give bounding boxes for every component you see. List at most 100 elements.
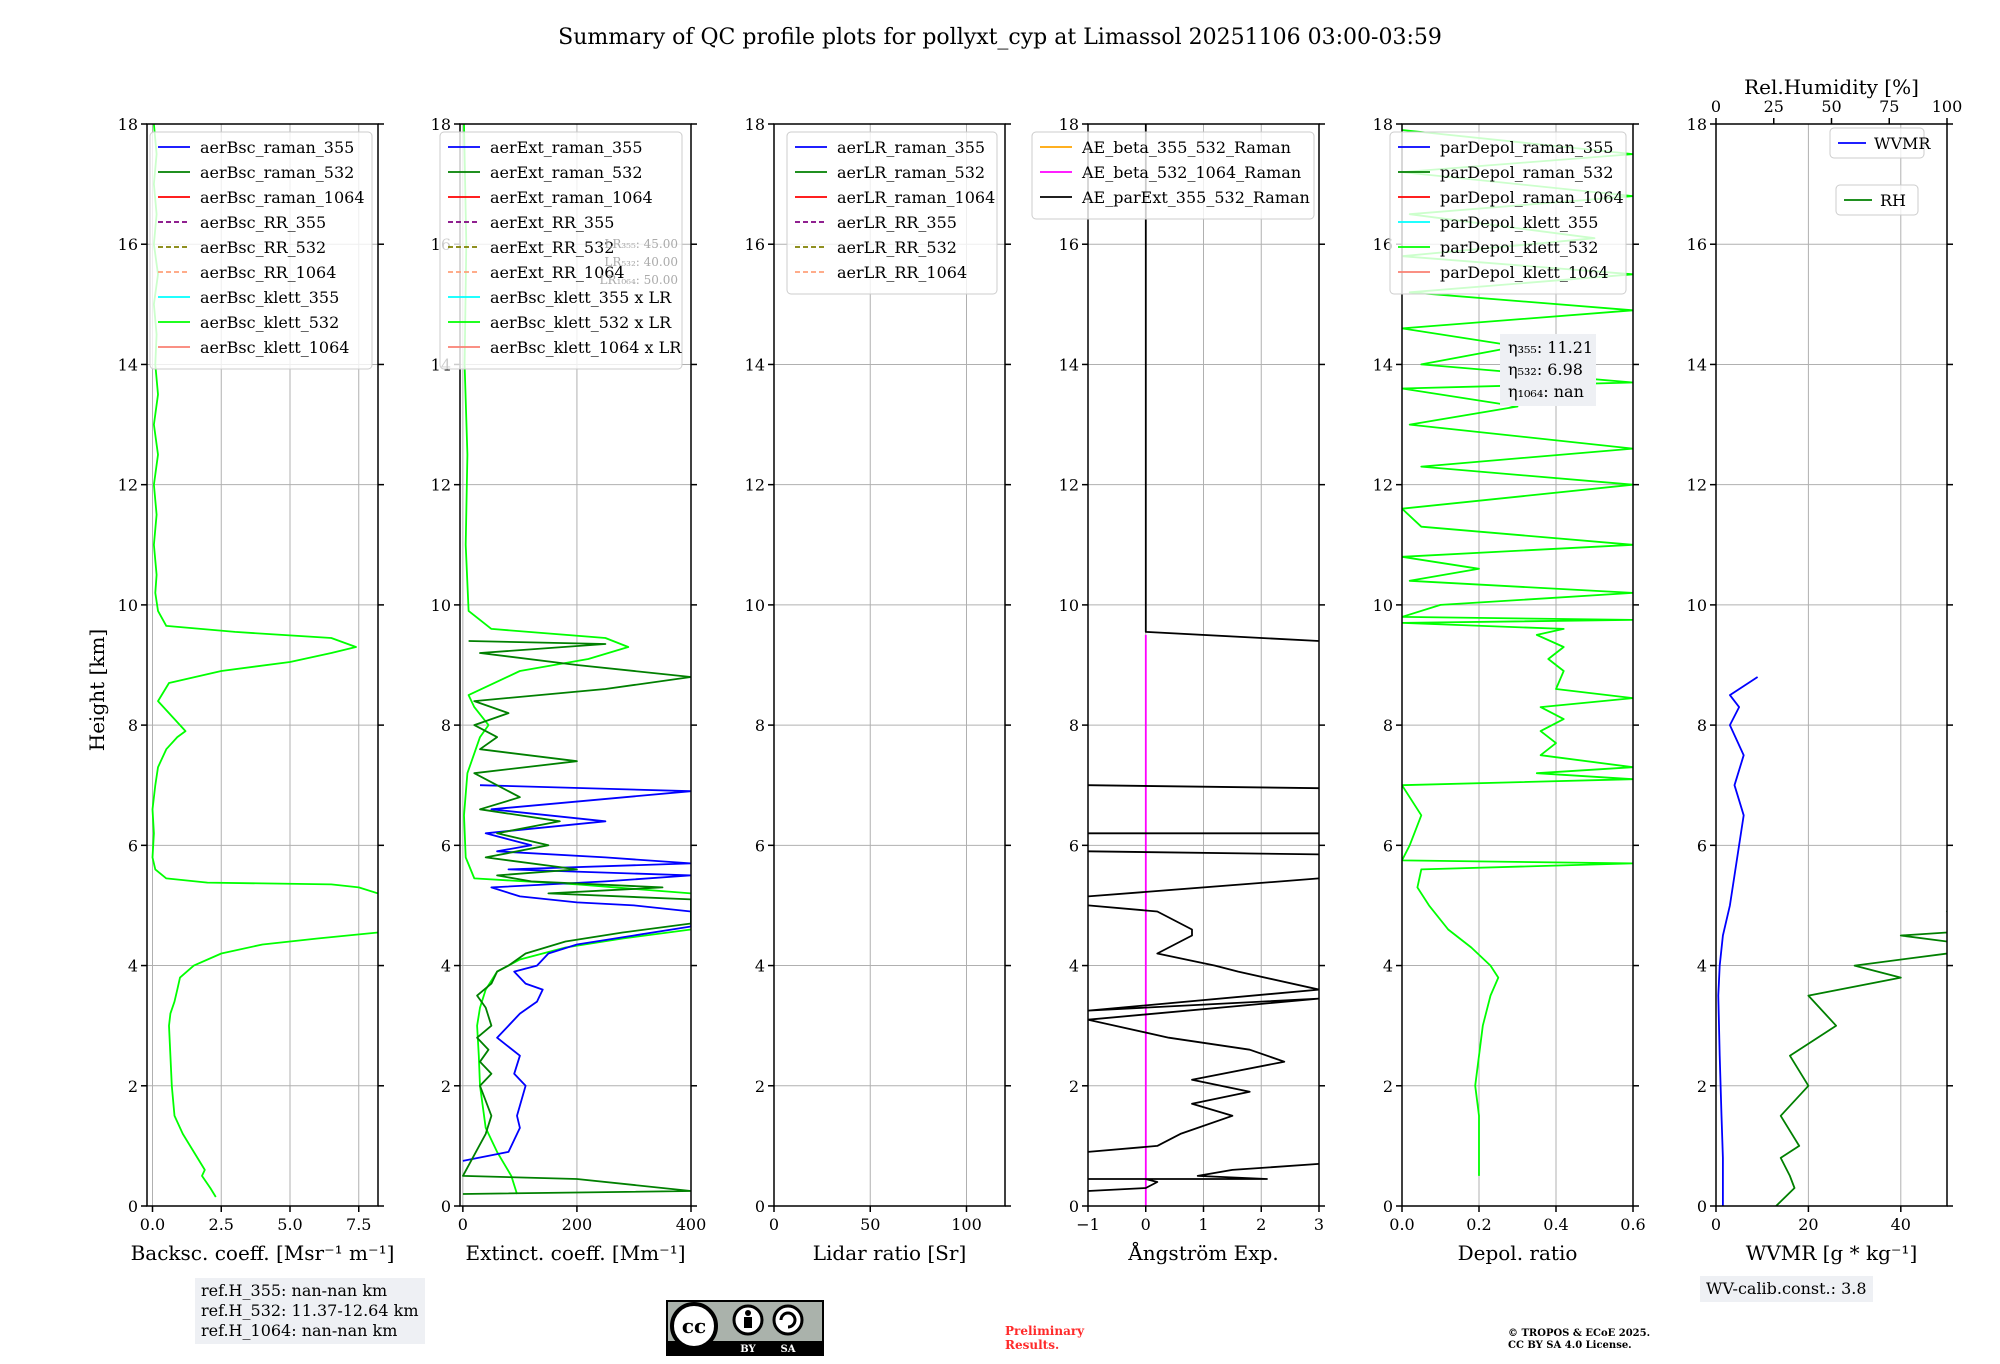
series-line-aerbsc-klett-532 [168,931,378,1198]
series-line-aerext-raman-532 [462,640,691,1195]
lidar-ratio-label: LR₁₀₆₄: 50.00 [600,273,678,287]
y-tick-label: 18 [1059,115,1079,134]
y-tick-label: 12 [431,476,451,495]
y-tick-label: 16 [118,235,138,254]
y-tick-label: 0 [128,1197,138,1216]
y-tick-label: 6 [1697,836,1707,855]
cc-license-badge: cc BY SA [666,1300,824,1356]
cc-icon [670,1302,718,1350]
y-tick-label: 16 [1687,235,1707,254]
y-tick-label: 18 [118,115,138,134]
y-tick-label: 10 [745,596,765,615]
preliminary-line-1: Preliminary [1005,1324,1085,1338]
legend-box [439,131,683,370]
legend-box [1389,131,1627,295]
legend-label: AE_beta_355_532_Raman [1081,138,1291,157]
y-tick-label: 2 [1697,1077,1707,1096]
x-tick-label: 2.5 [209,1215,234,1234]
series-line-rh [1775,910,1947,1206]
legend-label: aerBsc_klett_355 x LR [490,288,672,307]
y-tick-label: 4 [128,957,138,976]
y-tick-label: 12 [118,476,138,495]
legend-label: RH [1880,191,1906,210]
x-tick-label: 1 [1198,1215,1208,1234]
panel-depol: 0 2 4 6 8 10 12 14 16 18 0.0 0.2 0.4 0.6 Depol. ratio p… [1373,115,1646,1265]
x-tick-label: 100 [951,1215,982,1234]
y-tick-label: 14 [1059,355,1079,374]
y-tick-label: 6 [441,836,451,855]
top-x-tick-label: 50 [1821,97,1841,116]
x-axis-label: Ångström Exp. [1127,1240,1278,1265]
x-tick-label: 5.0 [277,1215,302,1234]
lidar-ratio-label: LR₅₃₂: 40.00 [604,255,678,269]
legend-label: aerLR_raman_355 [837,138,985,157]
series-line-ae-parext-355-532-raman-c [1088,877,1319,898]
legend-label: aerBsc_raman_1064 [200,188,365,207]
y-tick-label: 4 [441,957,451,976]
legend-label: aerBsc_raman_355 [200,138,354,157]
axes-frame [773,123,1006,1207]
x-tick-label: 200 [562,1215,593,1234]
y-tick-label: 0 [755,1197,765,1216]
legend-label: aerLR_RR_355 [837,213,957,232]
y-tick-label: 10 [1373,596,1393,615]
y-tick-label: 8 [755,716,765,735]
y-tick-label: 16 [745,235,765,254]
series-group [1402,129,1633,1176]
legend-label: aerExt_raman_355 [490,138,643,157]
preliminary-notice: Preliminary Results. [1005,1324,1084,1352]
y-tick-label: 0 [1069,1197,1079,1216]
x-axis-label: Backsc. coeff. [Msr⁻¹ m⁻¹] [131,1241,395,1265]
y-tick-label: 10 [118,596,138,615]
y-tick-label: 12 [1059,476,1079,495]
series-line-aerbsc-klett-532-x-lr [476,928,691,1195]
x-tick-label: 20 [1798,1215,1818,1234]
y-tick-label: 4 [1697,957,1707,976]
series-group [1717,676,1947,1206]
series-line-ae-parext-355-532-raman-d [1088,850,1319,856]
eta-label: η₃₅₅: 11.21 [1508,338,1593,357]
eta-label: η₁₀₆₄: nan [1508,382,1584,401]
y-tick-label: 8 [441,716,451,735]
y-tick-label: 16 [1373,235,1393,254]
x-tick-label: 0.4 [1543,1215,1568,1234]
y-tick-label: 6 [1069,836,1079,855]
series-line-pardepol-klett-532 [1402,129,1633,1176]
legend-label: parDepol_klett_1064 [1440,263,1609,282]
series-line-ae-parext-355-532-raman [1088,1163,1319,1192]
x-tick-label: 40 [1891,1215,1911,1234]
legend-label: aerBsc_klett_1064 x LR [490,338,682,357]
legend-label: aerBsc_klett_355 [200,288,339,307]
legend-label: WVMR [1874,134,1931,153]
x-axis-label: Lidar ratio [Sr] [813,1241,967,1265]
legend-label: aerLR_RR_532 [837,238,957,257]
y-tick-label: 0 [1383,1197,1393,1216]
legend-box [1829,127,1925,159]
y-tick-label: 2 [1383,1077,1393,1096]
y-tick-label: 8 [1383,716,1393,735]
y-tick-label: 6 [128,836,138,855]
legend-label: parDepol_klett_355 [1440,213,1598,232]
axes-frame [459,123,692,1207]
panel-bsc: 0 2 4 6 8 10 12 14 16 18 0.0 2.5 5.0 7.5 Backsc. coeff… [118,115,395,1265]
y-tick-label: 18 [431,115,451,134]
top-x-tick-label: 0 [1711,97,1721,116]
copyright-notice: © TROPOS & ECoE 2025. CC BY SA 4.0 Licen… [1508,1328,1650,1352]
top-x-tick-label: 75 [1879,97,1899,116]
info-line: ref.H_1064: nan-nan km [201,1321,398,1340]
series-line-wvmr [1717,676,1759,1206]
reference-height-box: ref.H_355: nan-nan km ref.H_532: 11.37-12… [195,1278,425,1344]
legend-box [149,131,373,370]
y-tick-label: 14 [118,355,138,374]
legend-label: aerLR_RR_1064 [837,263,967,282]
y-axis-label: Height [km] [85,629,109,751]
x-tick-label: 2 [1256,1215,1266,1234]
x-tick-label: 0 [769,1215,779,1234]
axes-frame [1087,123,1320,1207]
x-tick-label: 0.0 [1389,1215,1414,1234]
series-group [462,124,691,1195]
legend-label: parDepol_raman_355 [1440,138,1613,157]
x-axis-label: Extinct. coeff. [Mm⁻¹] [465,1241,685,1265]
y-tick-label: 8 [1697,716,1707,735]
